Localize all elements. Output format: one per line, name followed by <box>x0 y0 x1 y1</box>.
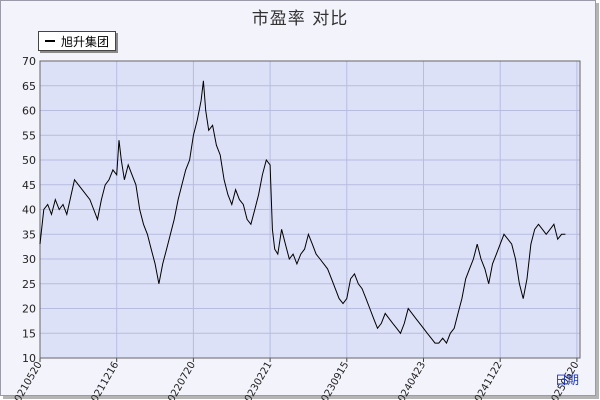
y-tick-label: 15 <box>22 327 36 340</box>
legend-label-series-0: 旭升集团 <box>61 34 110 49</box>
x-tick-label: 20240423 <box>393 360 428 400</box>
y-tick-label: 30 <box>22 253 36 266</box>
x-tick-label: 20241122 <box>470 360 505 400</box>
legend-swatch <box>45 40 55 42</box>
x-tick-label: 20220720 <box>163 360 198 400</box>
y-tick-label: 35 <box>22 228 36 241</box>
x-tick-label: 20210520 <box>10 360 45 400</box>
y-tick-label: 65 <box>22 80 36 93</box>
x-tick-label: 20211216 <box>86 360 121 400</box>
series-line-0 <box>39 80 566 345</box>
chart-title: 市盈率 对比 <box>251 9 349 29</box>
y-tick-label: 50 <box>22 154 36 167</box>
y-tick-label: 70 <box>22 55 36 68</box>
x-tick-label: 20230221 <box>240 360 275 400</box>
plot-border <box>39 60 581 359</box>
y-tick-label: 45 <box>22 179 36 192</box>
y-tick-label: 40 <box>22 204 36 217</box>
x-tick-label: 20230915 <box>316 360 351 400</box>
y-tick-label: 55 <box>22 129 36 142</box>
y-tick-label: 20 <box>22 303 36 316</box>
y-tick-label: 60 <box>22 105 36 118</box>
legend: 旭升集团 <box>38 31 117 51</box>
x-axis-title: 日期 <box>555 373 580 387</box>
y-tick-label: 10 <box>22 352 36 365</box>
y-tick-label: 25 <box>22 278 36 291</box>
